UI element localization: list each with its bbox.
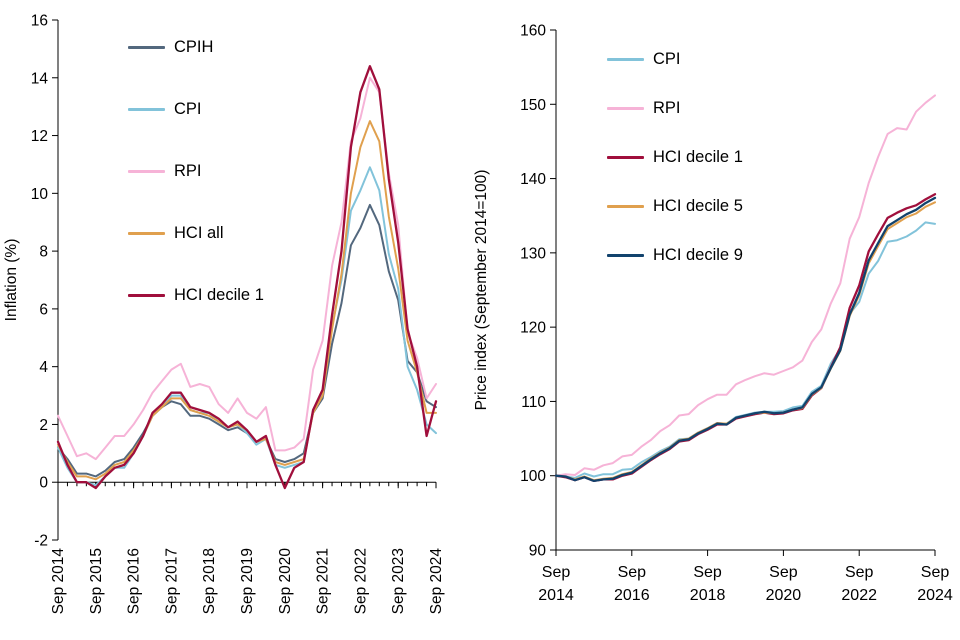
x-tick-label: Sep 2016 xyxy=(126,548,143,614)
x-tick-label-year: 2014 xyxy=(538,587,574,604)
legend-label-rpi: RPI xyxy=(653,99,681,117)
y-tick-label: 140 xyxy=(520,171,546,188)
y-tick-label: 130 xyxy=(520,245,546,262)
price-index-chart-legend: CPI RPI HCI decile 1 HCI decile 5 HCI de… xyxy=(607,35,743,280)
x-tick-label: Sep 2014 xyxy=(50,548,67,615)
legend-item-cpi: CPI xyxy=(607,35,743,84)
x-tick-label-month: Sep xyxy=(845,564,874,581)
y-tick-label: 100 xyxy=(520,468,546,485)
rpi-line-swatch-icon xyxy=(607,107,644,110)
legend-label-cpi: CPI xyxy=(653,50,681,68)
x-tick-label: Sep 2017 xyxy=(163,548,180,614)
x-tick-label-month: Sep xyxy=(618,564,647,581)
legend-item-hci-decile-5: HCI decile 5 xyxy=(607,182,743,231)
x-tick-label-year: 2022 xyxy=(841,587,877,604)
x-tick-label: Sep 2022 xyxy=(352,548,369,614)
legend-label-cpi: CPI xyxy=(174,99,202,118)
series-line-rpi xyxy=(57,76,437,461)
inflation-chart-canvas: -2 0 2 4 6 8 10 12 14 16 Sep 2014 Sep 2015 Sep 2016 S… xyxy=(3,13,445,615)
x-tick-label: Sep 2018 xyxy=(201,548,218,614)
y-tick-label: 4 xyxy=(39,359,48,376)
y-tick-label: 160 xyxy=(520,23,546,40)
legend-label-rpi: RPI xyxy=(174,161,202,180)
y-tick-label: 12 xyxy=(31,128,48,145)
legend-item-rpi: RPI xyxy=(607,84,743,133)
legend-item-hci-all: HCI all xyxy=(128,202,264,264)
rpi-line-swatch-icon xyxy=(128,169,165,173)
legend-label-hci-all: HCI all xyxy=(174,223,224,242)
x-tick-label-month: Sep xyxy=(921,564,950,581)
series-line-hci-decile-1 xyxy=(56,65,438,490)
x-tick-label-year: 2024 xyxy=(917,587,953,604)
y-tick-label: 90 xyxy=(529,543,547,560)
x-tick-label: Sep 2015 xyxy=(88,548,105,614)
x-tick-label-year: 2018 xyxy=(690,587,726,604)
y-tick-label: 2 xyxy=(39,417,48,434)
series-line-rpi xyxy=(555,94,936,477)
legend-label-hci-decile-1: HCI decile 1 xyxy=(174,285,264,304)
x-tick-label-year: 2016 xyxy=(614,587,650,604)
inflation-chart-legend: CPIH CPI RPI HCI all HCI decile 1 xyxy=(128,16,264,326)
hci-all-line-swatch-icon xyxy=(128,231,165,235)
legend-item-cpih: CPIH xyxy=(128,16,264,78)
series-line-hci-decile-9 xyxy=(554,196,937,483)
y-tick-label: 16 xyxy=(31,13,48,30)
x-tick-label-month: Sep xyxy=(693,564,722,581)
legend-label-cpih: CPIH xyxy=(174,37,214,56)
legend-item-hci-decile-1: HCI decile 1 xyxy=(128,264,264,326)
hci-decile-5-line-swatch-icon xyxy=(607,205,644,208)
hci-decile-1-line-swatch-icon xyxy=(128,293,165,297)
cpi-line-swatch-icon xyxy=(128,107,165,111)
legend-item-rpi: RPI xyxy=(128,140,264,202)
legend-item-hci-decile-1: HCI decile 1 xyxy=(607,133,743,182)
y-tick-label: 0 xyxy=(39,475,48,492)
y-axis-title: Price index (September 2014=100) xyxy=(473,170,490,411)
y-tick-label: 120 xyxy=(520,320,546,337)
y-axis-title: Inflation (%) xyxy=(3,239,20,322)
legend-label-hci-decile-5: HCI decile 5 xyxy=(653,197,743,215)
x-tick-label-month: Sep xyxy=(769,564,798,581)
price-index-chart-canvas: 90 100 110 120 130 140 150 160 Sep 2014 Sep 2016 Sep… xyxy=(473,23,953,605)
cpih-line-swatch-icon xyxy=(128,45,165,49)
x-tick-label: Sep 2021 xyxy=(315,548,332,614)
x-tick-label-year: 2020 xyxy=(766,587,802,604)
x-tick-label: Sep 2019 xyxy=(239,548,256,614)
y-tick-label: 10 xyxy=(31,186,49,203)
x-tick-label: Sep 2023 xyxy=(390,548,407,614)
hci-decile-1-line-swatch-icon xyxy=(607,156,644,159)
inflation-chart: -2 0 2 4 6 8 10 12 14 16 Sep 2014 Sep 2015 Sep 2016 S… xyxy=(0,0,470,640)
legend-item-cpi: CPI xyxy=(128,78,264,140)
cpi-line-swatch-icon xyxy=(607,58,644,61)
x-tick-label: Sep 2020 xyxy=(277,548,294,615)
legend-item-hci-decile-9: HCI decile 9 xyxy=(607,231,743,280)
hci-decile-9-line-swatch-icon xyxy=(607,254,644,257)
x-tick-label-month: Sep xyxy=(542,564,571,581)
y-tick-label: 6 xyxy=(39,301,48,318)
legend-label-hci-decile-9: HCI decile 9 xyxy=(653,246,743,264)
x-tick-label: Sep 2024 xyxy=(428,548,445,615)
y-tick-label: -2 xyxy=(34,533,48,550)
y-tick-label: 14 xyxy=(31,70,49,87)
legend-label-hci-decile-1: HCI decile 1 xyxy=(653,148,743,166)
y-tick-label: 150 xyxy=(520,97,546,114)
price-index-chart: 90 100 110 120 130 140 150 160 Sep 2014 Sep 2016 Sep… xyxy=(470,0,960,640)
y-tick-label: 8 xyxy=(39,244,48,261)
y-tick-label: 110 xyxy=(521,394,546,411)
series-line-cpi xyxy=(57,166,437,487)
